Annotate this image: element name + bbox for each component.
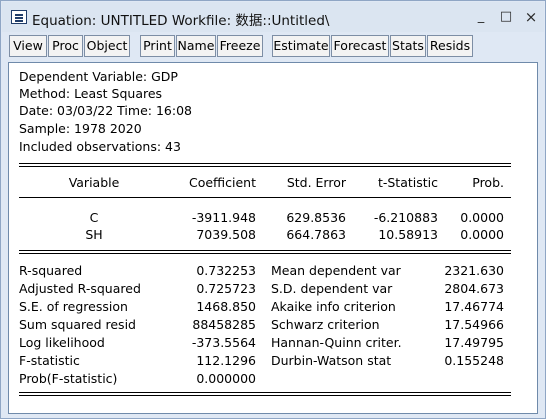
proc-button[interactable]: Proc bbox=[48, 35, 83, 57]
freeze-button[interactable]: Freeze bbox=[217, 35, 263, 57]
stat-value: 88458285 bbox=[192, 317, 256, 332]
stat-label: S.E. of regression bbox=[19, 299, 128, 314]
header-rule bbox=[19, 197, 511, 198]
window-title: Equation: UNTITLED Workfile: 数据::Untitle… bbox=[32, 13, 330, 29]
object-button[interactable]: Object bbox=[84, 35, 130, 57]
prob-value: 0.0000 bbox=[460, 210, 504, 225]
stat-label: Akaike info criterion bbox=[271, 299, 396, 314]
dependent-variable-line: Dependent Variable: GDP bbox=[19, 69, 178, 84]
name-button[interactable]: Name bbox=[176, 35, 216, 57]
variable-name: SH bbox=[85, 227, 103, 242]
stat-label: Prob(F-statistic) bbox=[19, 371, 118, 386]
coefficient-value: -3911.948 bbox=[191, 210, 256, 225]
stat-value: 17.46774 bbox=[444, 299, 504, 314]
stat-value: 2321.630 bbox=[444, 263, 504, 278]
stat-label: Adjusted R-squared bbox=[19, 281, 141, 296]
estimate-button[interactable]: Estimate bbox=[272, 35, 330, 57]
stat-value: 17.54966 bbox=[444, 317, 504, 332]
stat-value: -373.5564 bbox=[191, 335, 256, 350]
stats-top-rule bbox=[19, 250, 511, 251]
variable-name: C bbox=[89, 210, 99, 225]
close-button[interactable]: × bbox=[524, 8, 538, 26]
stat-value: 2804.673 bbox=[444, 281, 504, 296]
column-header-prob: Prob. bbox=[472, 175, 504, 190]
stats-top-rule bbox=[19, 253, 511, 254]
t-statistic-value: 10.58913 bbox=[378, 227, 438, 242]
column-header-coefficient: Coefficient bbox=[188, 175, 256, 190]
std-error-value: 664.7863 bbox=[286, 227, 346, 242]
stat-label: S.D. dependent var bbox=[271, 281, 393, 296]
stat-label: R-squared bbox=[19, 263, 83, 278]
stat-label: Hannan-Quinn criter. bbox=[271, 335, 402, 350]
stat-label: Schwarz criterion bbox=[271, 317, 380, 332]
prob-value: 0.0000 bbox=[460, 227, 504, 242]
stat-label: F-statistic bbox=[19, 353, 80, 368]
stat-value: 0.000000 bbox=[196, 371, 256, 386]
stat-value: 1468.850 bbox=[196, 299, 256, 314]
stats-bottom-rule bbox=[19, 395, 511, 396]
sample-line: Sample: 1978 2020 bbox=[19, 121, 142, 136]
stats-button[interactable]: Stats bbox=[390, 35, 426, 57]
observations-line: Included observations: 43 bbox=[19, 139, 181, 154]
stat-value: 0.725723 bbox=[196, 281, 256, 296]
forecast-button[interactable]: Forecast bbox=[331, 35, 389, 57]
table-top-rule bbox=[19, 163, 511, 164]
stat-value: 112.1296 bbox=[196, 353, 256, 368]
equation-window-icon bbox=[11, 10, 27, 24]
regression-output[interactable]: Dependent Variable: GDP Method: Least Sq… bbox=[8, 62, 538, 414]
view-button[interactable]: View bbox=[9, 35, 47, 57]
stat-label: Mean dependent var bbox=[271, 263, 401, 278]
std-error-value: 629.8536 bbox=[286, 210, 346, 225]
stat-label: Durbin-Watson stat bbox=[271, 353, 392, 368]
stat-label: Sum squared resid bbox=[19, 317, 136, 332]
stat-label: Log likelihood bbox=[19, 335, 105, 350]
stats-bottom-rule bbox=[19, 392, 511, 393]
coefficient-value: 7039.508 bbox=[196, 227, 256, 242]
stat-value: 0.155248 bbox=[444, 353, 504, 368]
column-header-std-error: Std. Error bbox=[286, 175, 346, 190]
column-header-variable: Variable bbox=[68, 175, 120, 190]
resids-button[interactable]: Resids bbox=[427, 35, 473, 57]
date-line: Date: 03/03/22 Time: 16:08 bbox=[19, 103, 192, 118]
stat-value: 0.732253 bbox=[196, 263, 256, 278]
table-top-rule bbox=[19, 166, 511, 167]
maximize-button[interactable]: □ bbox=[499, 9, 513, 24]
stat-value: 17.49795 bbox=[444, 335, 504, 350]
column-header-t-statistic: t-Statistic bbox=[377, 175, 438, 190]
title-bar[interactable]: Equation: UNTITLED Workfile: 数据::Untitle… bbox=[2, 2, 544, 32]
toolbar: View Proc Object Print Name Freeze Estim… bbox=[9, 35, 543, 57]
minimize-button[interactable]: _ bbox=[477, 9, 485, 24]
print-button[interactable]: Print bbox=[140, 35, 175, 57]
method-line: Method: Least Squares bbox=[19, 86, 163, 101]
t-statistic-value: -6.210883 bbox=[373, 210, 438, 225]
